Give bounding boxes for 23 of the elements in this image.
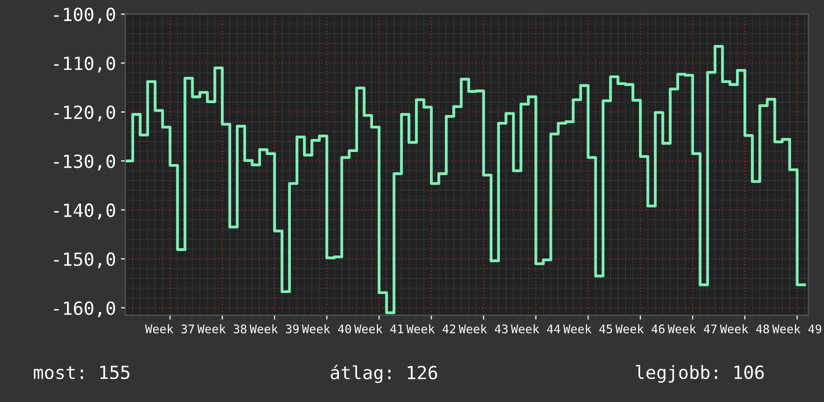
x-tick-label: Week 38 [197, 324, 246, 334]
x-tick-label: Week 43 [458, 324, 508, 334]
x-tick-label: Week 45 [563, 324, 612, 334]
x-tick-label: Week 40 [302, 324, 351, 334]
y-tick-label: -120,0 [54, 105, 116, 122]
text: most: 155 [34, 366, 130, 380]
x-tick-label: Week 49 [772, 324, 822, 334]
x-tick-label: Week 44 [510, 324, 560, 334]
x-tick-label: Week 48 [720, 324, 770, 334]
text: legjobb: 106 [636, 365, 764, 383]
y-tick-label: -140,0 [54, 203, 116, 220]
x-tick-label: Week 46 [615, 324, 664, 334]
x-tick-label: Week 37 [145, 324, 194, 334]
x-tick-label: Week 47 [668, 324, 717, 334]
y-tick-label: -100,0 [54, 8, 116, 24]
y-tick-label: -130,0 [54, 154, 116, 170]
x-tick-label: Week 41 [354, 324, 404, 334]
y-tick-label: -150,0 [54, 252, 116, 268]
text: átlag: 126 [330, 364, 438, 384]
y-tick-label: -160,0 [54, 301, 116, 318]
x-tick-label: Week 39 [250, 324, 299, 334]
y-tick-label: -110,0 [54, 56, 116, 72]
x-tick-label: Week 42 [406, 324, 456, 334]
